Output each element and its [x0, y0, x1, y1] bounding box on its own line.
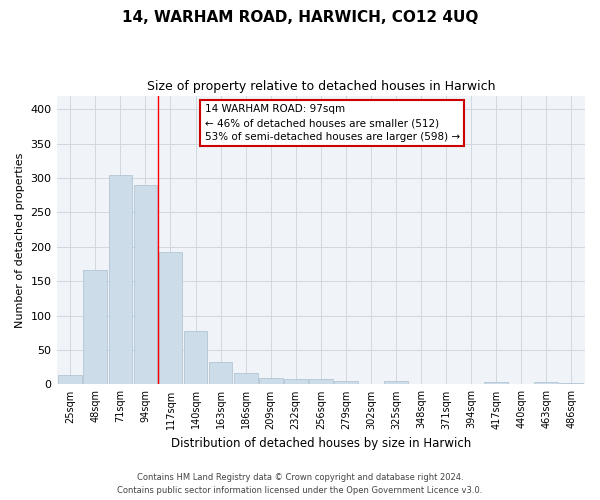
Y-axis label: Number of detached properties: Number of detached properties	[15, 152, 25, 328]
Title: Size of property relative to detached houses in Harwich: Size of property relative to detached ho…	[146, 80, 495, 93]
Bar	[134, 185, 157, 384]
Text: 14 WARHAM ROAD: 97sqm
← 46% of detached houses are smaller (512)
53% of semi-det: 14 WARHAM ROAD: 97sqm ← 46% of detached …	[205, 104, 460, 142]
Bar	[284, 379, 308, 384]
Bar	[234, 372, 257, 384]
Bar	[559, 383, 583, 384]
Bar	[534, 382, 558, 384]
Bar	[259, 378, 283, 384]
Bar	[158, 252, 182, 384]
Bar	[209, 362, 232, 384]
Bar	[384, 381, 408, 384]
Bar	[334, 381, 358, 384]
Bar	[109, 174, 133, 384]
Text: Contains HM Land Registry data © Crown copyright and database right 2024.
Contai: Contains HM Land Registry data © Crown c…	[118, 474, 482, 495]
Text: 14, WARHAM ROAD, HARWICH, CO12 4UQ: 14, WARHAM ROAD, HARWICH, CO12 4UQ	[122, 10, 478, 25]
Bar	[484, 382, 508, 384]
Bar	[184, 332, 208, 384]
Bar	[309, 379, 332, 384]
Bar	[83, 270, 107, 384]
Bar	[58, 376, 82, 384]
X-axis label: Distribution of detached houses by size in Harwich: Distribution of detached houses by size …	[170, 437, 471, 450]
